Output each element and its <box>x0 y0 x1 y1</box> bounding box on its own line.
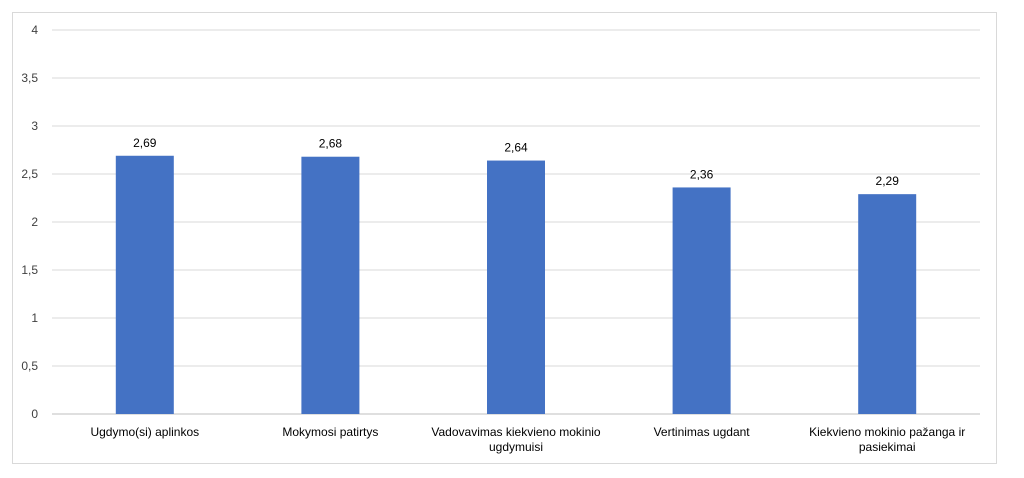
x-tick-label: Vadovavimas kiekvieno mokinio ugdymuisi <box>431 425 601 454</box>
y-tick-label: 0 <box>31 407 38 421</box>
x-tick-label: Mokymosi patirtys <box>282 425 378 439</box>
data-label: 2,29 <box>876 174 900 188</box>
y-tick-label: 3,5 <box>21 71 38 85</box>
y-tick-label: 4 <box>31 23 38 37</box>
x-tick-label: Ugdymo(si) aplinkos <box>90 425 199 439</box>
bar <box>487 160 545 414</box>
data-label: 2,69 <box>133 136 157 150</box>
x-tick-label: Vertinimas ugdant <box>654 425 751 439</box>
y-tick-label: 3 <box>31 119 38 133</box>
data-label: 2,64 <box>504 141 528 155</box>
bar <box>115 155 174 414</box>
y-tick-label: 2,5 <box>21 167 38 181</box>
bar <box>858 194 917 414</box>
y-tick-label: 1,5 <box>21 263 38 277</box>
y-tick-label: 0,5 <box>21 359 38 373</box>
bar <box>672 187 731 414</box>
y-tick-label: 2 <box>31 215 38 229</box>
data-label: 2,36 <box>690 167 714 181</box>
y-tick-label: 1 <box>31 311 38 325</box>
data-label: 2,68 <box>319 137 343 151</box>
x-tick-label: Kiekvieno mokinio pažanga ir pasiekimai <box>809 425 965 454</box>
bar <box>301 156 360 414</box>
